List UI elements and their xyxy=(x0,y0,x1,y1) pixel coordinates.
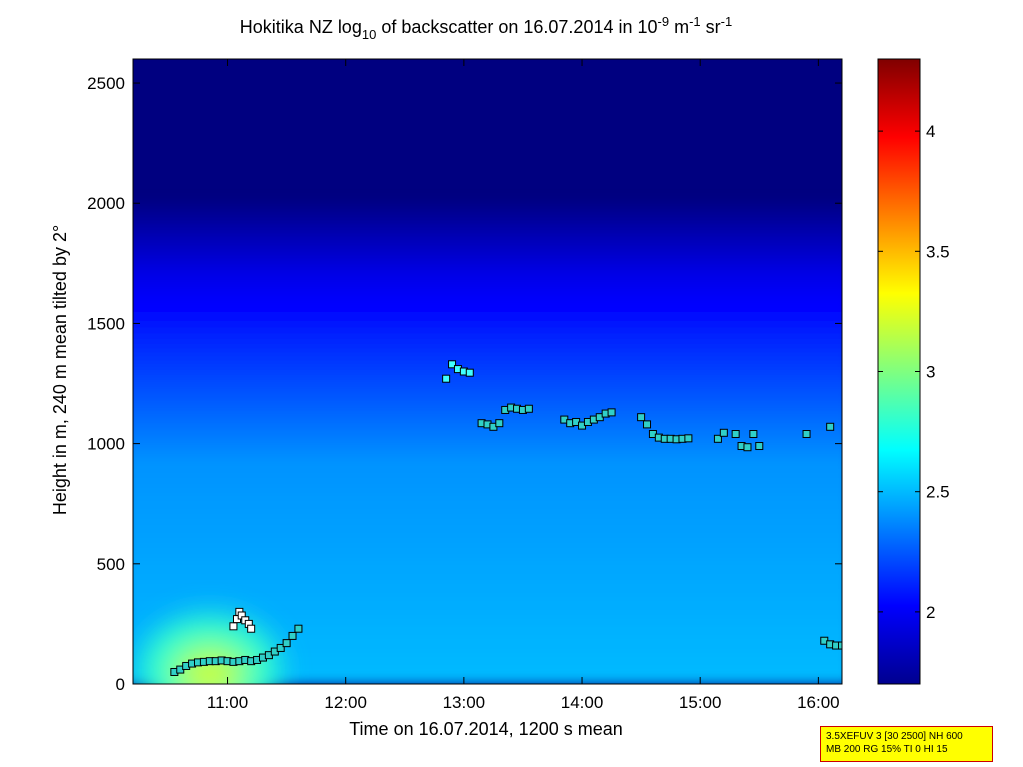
layer-marker xyxy=(524,404,533,413)
field-band xyxy=(133,539,842,553)
field-band xyxy=(133,635,842,649)
field-band xyxy=(133,671,842,684)
chart-title: Hokitika NZ log10 of backscatter on 16.0… xyxy=(240,14,732,42)
field-band xyxy=(133,275,842,289)
colorbar-tick-label: 4 xyxy=(926,122,935,141)
layer-marker xyxy=(684,434,693,443)
field-band xyxy=(133,335,842,349)
field-band xyxy=(133,443,842,457)
y-axis-label: Height in m, 240 m mean tilted by 2° xyxy=(50,225,70,515)
marker-group-upper xyxy=(229,607,256,633)
x-tick-label: 15:00 xyxy=(679,693,722,712)
field-band xyxy=(133,287,842,301)
layer-marker xyxy=(294,624,303,633)
field-band xyxy=(133,371,842,385)
field-band xyxy=(133,467,842,481)
field-band xyxy=(133,383,842,397)
field-band xyxy=(133,311,842,325)
layer-marker xyxy=(838,641,842,650)
x-tick-label: 13:00 xyxy=(443,693,486,712)
field-band xyxy=(133,551,842,565)
field-band xyxy=(133,611,842,625)
field-band xyxy=(133,587,842,601)
plot-frame xyxy=(132,58,843,685)
field-band xyxy=(133,659,842,673)
field-band xyxy=(133,359,842,373)
layer-marker xyxy=(755,442,764,451)
field-band xyxy=(133,395,842,409)
field-band xyxy=(133,503,842,517)
y-tick-label: 2000 xyxy=(87,194,125,213)
marker-group-late-low xyxy=(820,636,842,650)
layer-marker xyxy=(643,420,652,429)
field-band xyxy=(133,575,842,589)
layer-marker xyxy=(495,419,504,428)
field-band xyxy=(133,455,842,469)
layer-marker xyxy=(743,443,752,452)
layer-marker xyxy=(749,430,758,438)
field-band xyxy=(133,491,842,505)
layer-marker xyxy=(448,360,457,369)
field-band xyxy=(133,407,842,421)
field-band xyxy=(133,227,842,241)
layer-marker xyxy=(713,434,722,443)
field-band xyxy=(133,623,842,637)
y-tick-label: 1000 xyxy=(87,435,125,454)
layer-marker xyxy=(229,622,238,631)
marker-group-low xyxy=(170,624,303,676)
y-tick-label: 1500 xyxy=(87,314,125,333)
field-band xyxy=(133,299,842,313)
field-band xyxy=(133,515,842,529)
y-axis: 0 500 1000 1500 2000 2500 xyxy=(87,74,842,694)
colorbar: 2 2.5 3 3.5 4 xyxy=(877,58,950,685)
x-tick-label: 12:00 xyxy=(324,693,367,712)
layer-marker xyxy=(802,430,811,438)
field-band xyxy=(133,323,842,337)
colorbar-gradient xyxy=(878,59,920,684)
layer-marker xyxy=(465,368,474,377)
info-box: 3.5XEFUV 3 [30 2500] NH 600 MB 200 RG 15… xyxy=(820,726,993,762)
info-line-1: 3.5XEFUV 3 [30 2500] NH 600 xyxy=(826,731,963,742)
heatmap-plot-area xyxy=(133,59,842,684)
colorbar-tick-label: 2 xyxy=(926,603,935,622)
y-tick-label: 500 xyxy=(97,555,125,574)
field-band xyxy=(133,647,842,661)
field-band xyxy=(133,479,842,493)
colorbar-tick-label: 3 xyxy=(926,363,935,382)
x-axis: 11:00 12:00 13:00 14:00 15:00 16:00 xyxy=(207,59,840,712)
marker-group-high xyxy=(442,360,835,452)
field-band xyxy=(133,347,842,361)
y-tick-label: 2500 xyxy=(87,74,125,93)
layer-marker xyxy=(282,639,291,648)
x-tick-label: 16:00 xyxy=(797,693,840,712)
field-band xyxy=(133,599,842,613)
field-band xyxy=(133,251,842,265)
layer-marker xyxy=(826,422,835,431)
x-axis-label: Time on 16.07.2014, 1200 s mean xyxy=(349,719,623,739)
layer-marker xyxy=(276,643,285,652)
layer-marker xyxy=(719,428,728,437)
layer-marker xyxy=(247,624,256,633)
field-band xyxy=(133,215,842,229)
field-band xyxy=(133,563,842,577)
field-band xyxy=(133,203,842,217)
field-band xyxy=(133,527,842,541)
field-band xyxy=(133,263,842,277)
field-band xyxy=(133,239,842,253)
info-line-2: MB 200 RG 15% TI 0 HI 15 xyxy=(826,744,948,755)
layer-marker xyxy=(731,430,740,438)
colorbar-tick-label: 2.5 xyxy=(926,483,950,502)
x-tick-label: 14:00 xyxy=(561,693,604,712)
y-tick-label: 0 xyxy=(116,675,125,694)
layer-marker xyxy=(442,374,451,383)
colorbar-tick-label: 3.5 xyxy=(926,242,950,261)
x-tick-label: 11:00 xyxy=(207,693,248,712)
layer-marker xyxy=(607,408,616,417)
layer-marker xyxy=(288,631,297,640)
layer-marker xyxy=(637,413,646,422)
